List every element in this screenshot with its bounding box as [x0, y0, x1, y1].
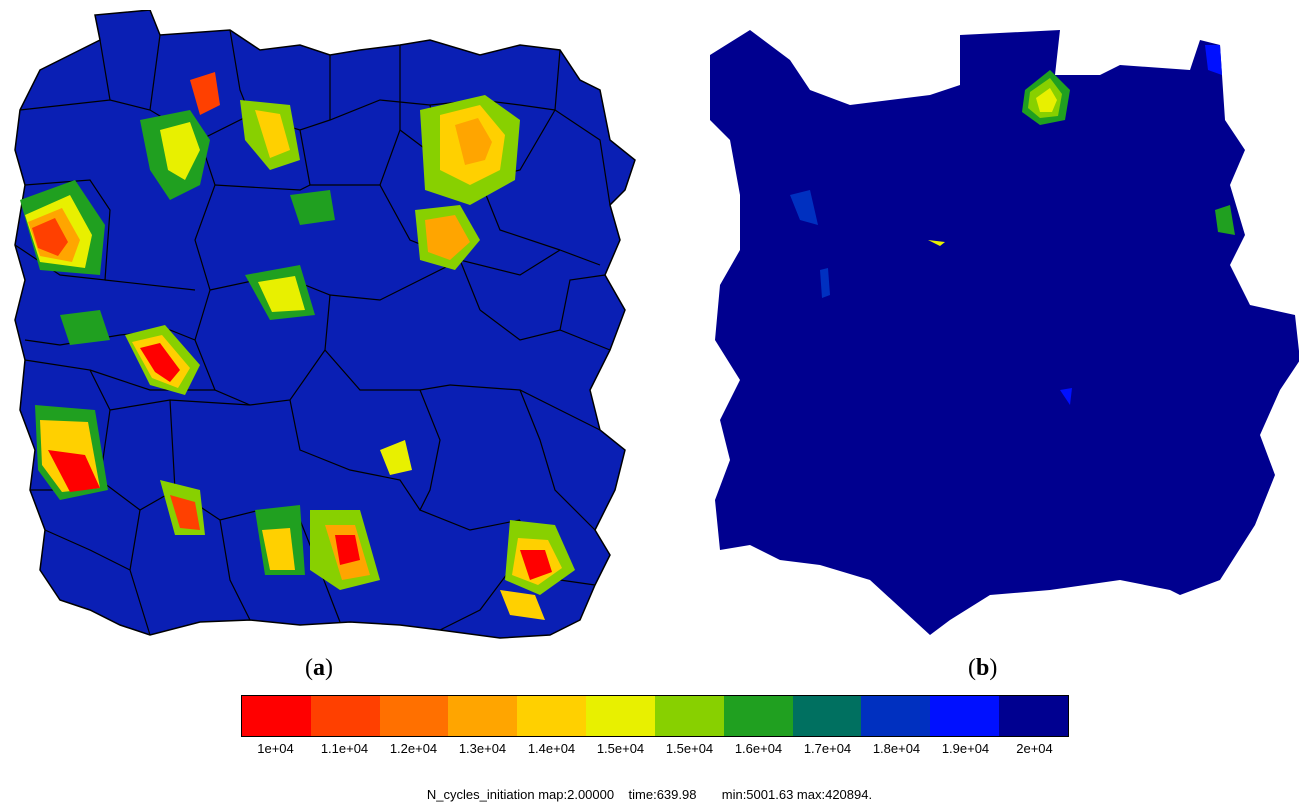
colorbar-swatch [242, 696, 311, 736]
hotspot-left-middle [125, 325, 200, 395]
hotspot-left-upper [20, 180, 105, 275]
colorbar-swatch [723, 696, 793, 736]
colorbar-swatch [310, 696, 380, 736]
grain-aggregate-a [14, 10, 636, 639]
colorbar-tick-label: 2e+04 [1016, 741, 1053, 756]
colorbar-tick-label: 1.7e+04 [803, 741, 852, 756]
colorbar-swatch [999, 696, 1068, 736]
hotspot-bottom [160, 480, 575, 620]
colorbar-swatch [517, 696, 587, 736]
colorbar-swatch [792, 696, 862, 736]
hotspot-top-left [140, 72, 300, 200]
hotspots-b [790, 45, 1235, 405]
panel-label-b: (b) [968, 655, 998, 681]
hotspot-center [60, 190, 412, 475]
colorbar-tick-label: 1.1e+04 [320, 741, 369, 756]
colorbar-ticks: 1e+04 1.1e+04 1.2e+04 1.3e+04 1.4e+04 1.5e+04… [241, 741, 1069, 756]
colorbar-swatch [586, 696, 655, 736]
footer-caption: N_cycles_initiation map:2.00000 time:639… [426, 787, 873, 802]
colorbar-swatch [379, 696, 449, 736]
colorbar-swatch [930, 696, 1000, 736]
hotspots-a [20, 72, 575, 620]
colorbar-tick-label: 1.9e+04 [941, 741, 990, 756]
grain-map-b [710, 30, 1299, 635]
colorbar-tick-label: 1e+04 [257, 741, 294, 756]
hotspot-left-lower [35, 405, 108, 500]
colorbar-tick-label: 1.8e+04 [872, 741, 921, 756]
grain-outline-b [710, 30, 1299, 635]
colorbar-tick-label: 1.6e+04 [734, 741, 783, 756]
colorbar-swatch [654, 696, 724, 736]
hotspot-top-right [415, 95, 520, 270]
colorbar [241, 695, 1069, 737]
colorbar-tick-label: 1.2e+04 [389, 741, 438, 756]
colorbar-tick-label: 1.4e+04 [527, 741, 576, 756]
colorbar-swatch [448, 696, 518, 736]
colorbar-swatch [861, 696, 931, 736]
colorbar-tick-label: 1.5e+04 [596, 741, 645, 756]
grain-map-a [14, 10, 636, 639]
panel-label-a: (a) [305, 655, 333, 681]
colorbar-tick-label: 1.3e+04 [458, 741, 507, 756]
colorbar-tick-label: 1.5e+04 [665, 741, 714, 756]
